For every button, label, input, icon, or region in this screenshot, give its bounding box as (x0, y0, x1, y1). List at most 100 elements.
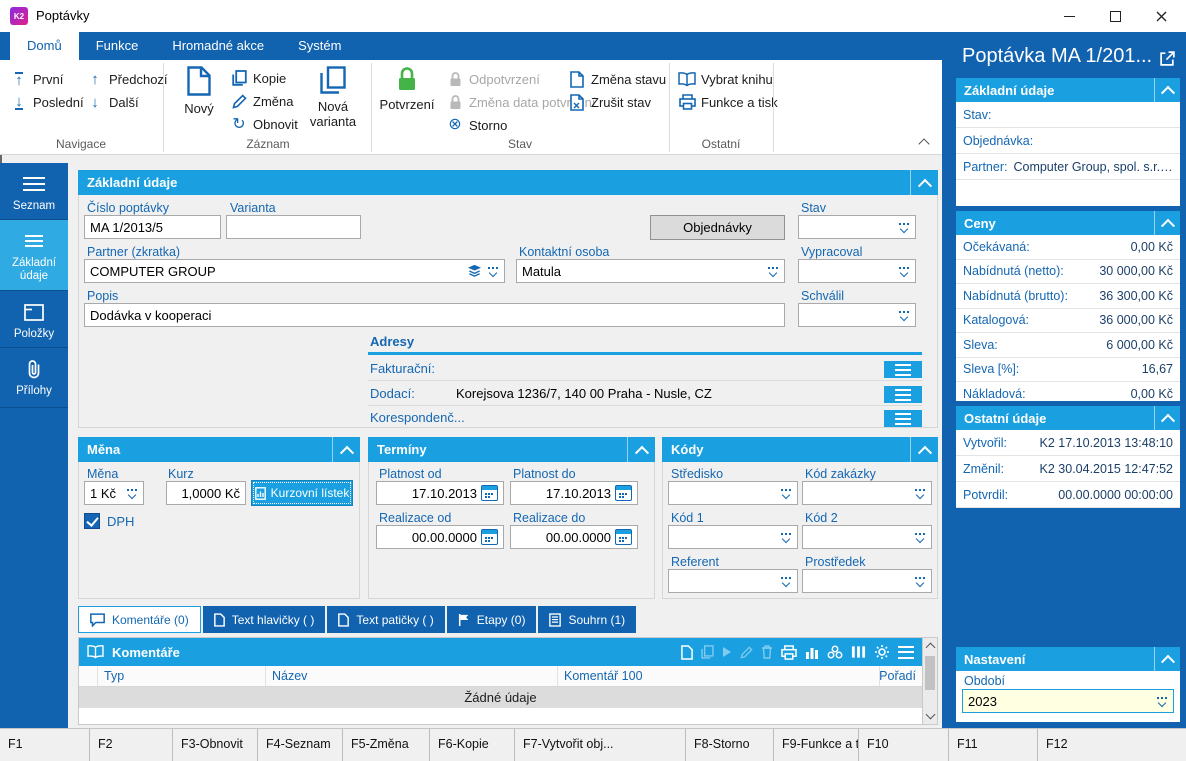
exchange-rate-field[interactable]: 1,0000 Kč (166, 481, 246, 505)
period-combo[interactable]: 2023 (962, 689, 1174, 713)
correspondence-address-menu-button[interactable] (884, 410, 922, 427)
inquiry-number-field[interactable]: MA 1/2013/5 (84, 215, 221, 239)
exchange-list-button[interactable]: Kurzovní lístek (251, 480, 353, 506)
fkey-f3[interactable]: F3-Obnovit (172, 729, 257, 761)
realization-from-field[interactable]: 00.00.0000 (376, 525, 504, 549)
collapse-button[interactable] (1154, 647, 1180, 671)
dropdown-icon[interactable] (897, 223, 910, 232)
edit-record-button[interactable]: Změna (230, 91, 293, 111)
fkey-f9[interactable]: F9-Funkce a tisk (773, 729, 858, 761)
column-typ[interactable]: Typ (97, 666, 265, 686)
functions-print-button[interactable]: Funkce a tisk (678, 92, 778, 112)
code1-combo[interactable] (668, 525, 798, 549)
code2-combo[interactable] (802, 525, 932, 549)
column-nazev[interactable]: Název (265, 666, 557, 686)
tab-etapy[interactable]: Etapy (0) (446, 606, 537, 633)
delivery-address-menu-button[interactable] (884, 386, 922, 403)
ribbon-tab-domu[interactable]: Domů (10, 32, 79, 60)
dropdown-icon[interactable] (779, 489, 792, 498)
dropdown-icon[interactable] (897, 311, 910, 320)
grid-menu-icon[interactable] (898, 645, 914, 659)
columns-icon[interactable] (851, 645, 866, 659)
valid-from-field[interactable]: 17.10.2013 (376, 481, 504, 505)
tab-text-hlavicky[interactable]: Text hlavičky ( ) (202, 606, 326, 633)
clear-status-button[interactable]: Zrušit stav (568, 92, 651, 112)
maximize-button[interactable] (1092, 0, 1138, 32)
hierarchy-stack-icon[interactable] (467, 264, 482, 278)
sidebar-item-seznam[interactable]: Seznam (0, 163, 68, 220)
billing-address-menu-button[interactable] (884, 361, 922, 378)
last-record-button[interactable]: ↓ Poslední (10, 92, 84, 112)
contract-code-combo[interactable] (802, 481, 932, 505)
valid-to-field[interactable]: 17.10.2013 (510, 481, 638, 505)
open-external-icon[interactable] (1159, 50, 1176, 67)
print-icon[interactable] (781, 644, 797, 660)
scroll-thumb[interactable] (925, 656, 935, 690)
dropdown-icon[interactable] (913, 577, 926, 586)
fkey-f4[interactable]: F4-Seznam (257, 729, 342, 761)
confirm-button[interactable]: Potvrzení (378, 66, 436, 112)
collapse-button[interactable] (627, 437, 655, 462)
next-record-button[interactable]: ↓ Další (86, 92, 138, 112)
copy-record-button[interactable]: Kopie (230, 68, 286, 88)
vat-checkbox[interactable] (84, 513, 100, 529)
resource-combo[interactable] (802, 569, 932, 593)
collapse-button[interactable] (1154, 211, 1180, 235)
dropdown-icon[interactable] (1155, 697, 1168, 706)
fkey-f7[interactable]: F7-Vytvořit obj... (514, 729, 685, 761)
fkey-f5[interactable]: F5-Změna (342, 729, 429, 761)
first-record-button[interactable]: ↑ První (10, 69, 63, 89)
variant-field[interactable] (226, 215, 361, 239)
sidebar-item-polozky[interactable]: Položky (0, 291, 68, 348)
minimize-button[interactable] (1046, 0, 1092, 32)
dropdown-icon[interactable] (779, 577, 792, 586)
cost-center-combo[interactable] (668, 481, 798, 505)
calendar-icon[interactable] (481, 485, 498, 501)
dropdown-icon[interactable] (779, 533, 792, 542)
fkey-f8[interactable]: F8-Storno (685, 729, 773, 761)
dropdown-icon[interactable] (913, 533, 926, 542)
fkey-f1[interactable]: F1 (8, 737, 23, 751)
sidebar-item-prilohy[interactable]: Přílohy (0, 348, 68, 408)
grid-scrollbar[interactable] (922, 638, 937, 724)
refresh-button[interactable]: ↻ Obnovit (230, 114, 298, 134)
status-combo[interactable] (798, 215, 916, 239)
dropdown-icon[interactable] (913, 489, 926, 498)
ribbon-tab-system[interactable]: Systém (298, 38, 342, 53)
change-status-button[interactable]: Změna stavu (568, 69, 666, 89)
collapse-button[interactable] (1154, 78, 1180, 102)
chart-icon[interactable] (805, 646, 819, 659)
previous-record-button[interactable]: ↑ Předchozí (86, 69, 167, 89)
scroll-up-icon[interactable] (925, 642, 936, 653)
tab-text-paticky[interactable]: Text patičky ( ) (327, 606, 445, 633)
new-variant-button[interactable]: Nová varianta (304, 66, 362, 129)
fkey-f6[interactable]: F6-Kopie (429, 729, 514, 761)
contact-person-combo[interactable]: Matula (516, 259, 785, 283)
settings-gear-icon[interactable] (874, 644, 890, 660)
referent-combo[interactable] (668, 569, 798, 593)
fkey-f10[interactable]: F10 (858, 729, 948, 761)
tab-souhrn[interactable]: Souhrn (1) (538, 606, 637, 633)
column-poradi[interactable]: Pořadí (879, 666, 922, 686)
approved-by-combo[interactable] (798, 303, 916, 327)
ribbon-collapse-icon[interactable] (918, 138, 930, 150)
scroll-down-icon[interactable] (925, 709, 936, 720)
collapse-button[interactable] (1154, 406, 1180, 430)
collapse-button[interactable] (332, 437, 360, 462)
collapse-button[interactable] (910, 170, 938, 195)
dropdown-icon[interactable] (125, 489, 138, 498)
prepared-by-combo[interactable] (798, 259, 916, 283)
relations-icon[interactable] (827, 645, 843, 659)
calendar-icon[interactable] (615, 529, 632, 545)
column-komentar[interactable]: Komentář 100 (557, 666, 879, 686)
partner-field[interactable]: COMPUTER GROUP (84, 259, 505, 283)
tab-komentare[interactable]: Komentáře (0) (78, 606, 201, 633)
fkey-f11[interactable]: F11 (948, 729, 1037, 761)
dropdown-icon[interactable] (486, 267, 499, 276)
new-record-button[interactable]: Nový (170, 66, 228, 116)
calendar-icon[interactable] (481, 529, 498, 545)
close-button[interactable] (1138, 0, 1184, 32)
ribbon-tab-hromadne-akce[interactable]: Hromadné akce (172, 38, 265, 53)
realization-to-field[interactable]: 00.00.0000 (510, 525, 638, 549)
storno-button[interactable]: ⊗ Storno (446, 115, 507, 135)
